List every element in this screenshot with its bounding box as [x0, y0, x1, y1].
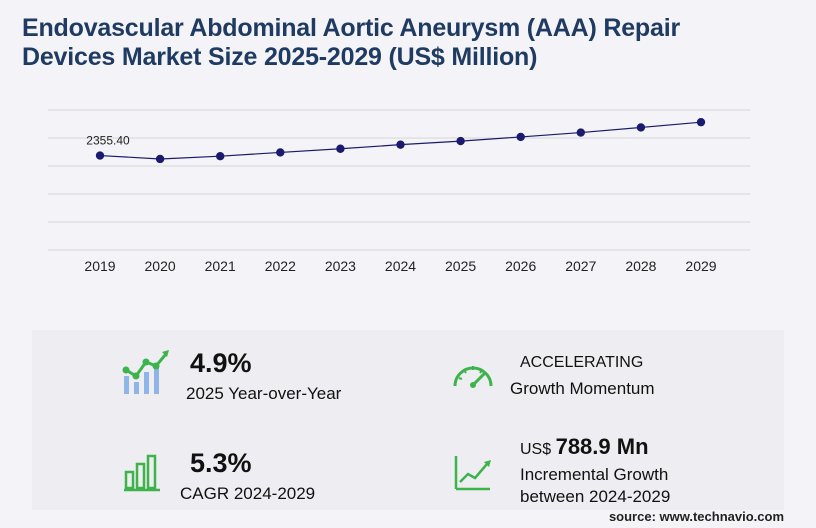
cagr-label: CAGR 2024-2029: [180, 484, 316, 503]
x-tick-label: 2026: [505, 258, 536, 274]
incremental-value-row: US$ 788.9 Mn: [520, 434, 649, 460]
growth-chart-icon: [118, 348, 170, 403]
incremental-value: 788.9 Mn: [555, 434, 649, 459]
x-tick-label: 2019: [84, 258, 115, 274]
yoy-value: 4.9%: [190, 348, 252, 378]
x-tick-label: 2027: [565, 258, 596, 274]
cagr-value: 5.3%: [190, 448, 252, 478]
data-point: [696, 117, 706, 127]
x-tick-label: 2025: [445, 258, 476, 274]
data-point: [636, 123, 646, 132]
title-line-2: Devices Market Size 2025-2029 (US$ Milli…: [22, 43, 538, 71]
data-point: [216, 151, 225, 161]
trend-line-icon: [454, 454, 494, 497]
x-tick-label: 2020: [145, 258, 176, 274]
x-tick-label: 2024: [385, 258, 416, 274]
x-tick-label: 2023: [325, 258, 356, 274]
data-point: [516, 132, 525, 142]
data-point: [456, 136, 465, 146]
incremental-currency: US$: [520, 441, 552, 458]
data-point: [336, 144, 345, 153]
title-line-1: Endovascular Abdominal Aortic Aneurysm (…: [22, 14, 680, 42]
incremental-label-2: between 2024-2029: [520, 487, 671, 506]
data-point: [576, 128, 585, 137]
x-tick-label: 2028: [625, 258, 656, 274]
bar-chart-icon: [124, 452, 164, 497]
line-chart: 2355.40 2019 2020 2021 2022 2023 2024 2025 2026 2…: [48, 109, 750, 274]
data-point: [276, 148, 285, 157]
x-tick-label: 2022: [265, 258, 296, 274]
momentum-label: Growth Momentum: [510, 379, 655, 398]
momentum-value: ACCELERATING: [520, 354, 644, 371]
chart-title: Endovascular Abdominal Aortic Aneurysm (…: [22, 14, 802, 72]
x-tick-label: 2021: [205, 258, 236, 274]
x-tick-label: 2029: [685, 258, 716, 274]
data-point: [155, 154, 165, 164]
kpi-panel: 4.9% 2025 Year-over-Year ACCELERATING Gr…: [32, 330, 784, 510]
source-credit: source: www.technavio.com: [608, 509, 784, 524]
data-point: [396, 140, 405, 149]
yoy-label: 2025 Year-over-Year: [186, 384, 342, 403]
speedometer-icon: [450, 356, 496, 395]
data-label: 2355.40: [86, 134, 130, 148]
data-point: [95, 151, 105, 160]
incremental-label-1: Incremental Growth: [520, 465, 669, 484]
